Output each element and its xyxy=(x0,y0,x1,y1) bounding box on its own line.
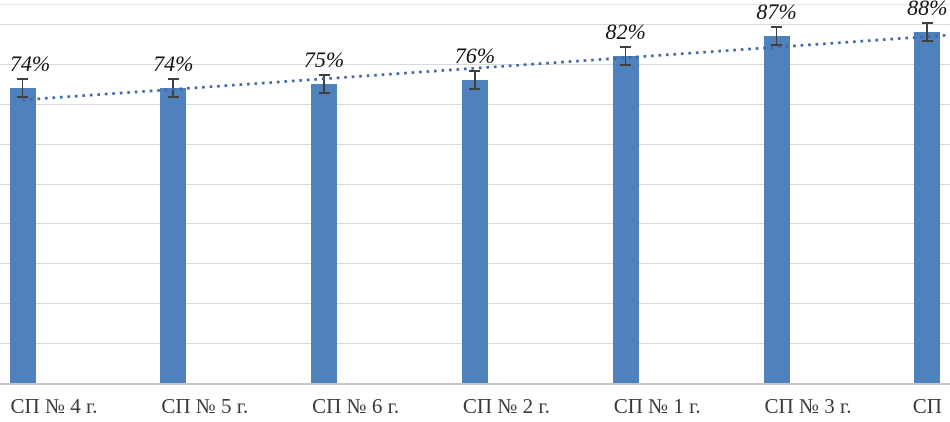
error-bar-cap-top xyxy=(17,77,28,80)
error-bar-cap-bottom xyxy=(318,92,330,95)
plot-area-top-border xyxy=(0,4,950,6)
error-bar-vline xyxy=(775,25,778,47)
bar xyxy=(914,32,941,383)
error-bar-cap-top xyxy=(469,69,481,72)
bar xyxy=(311,84,338,383)
value-label: 87% xyxy=(756,0,797,24)
error-bar xyxy=(17,77,28,99)
error-bar xyxy=(921,21,933,43)
category-label: СП № 5 г. xyxy=(161,394,249,418)
error-bar-vline xyxy=(926,21,929,43)
error-bar-cap-bottom xyxy=(17,96,28,99)
x-axis-line xyxy=(0,382,950,385)
category-label: СП xyxy=(912,394,942,418)
category-label: СП № 2 г. xyxy=(462,394,550,418)
value-label: 88% xyxy=(907,0,948,20)
bar xyxy=(461,80,488,383)
error-bar-cap-bottom xyxy=(620,64,632,67)
error-bar-cap-bottom xyxy=(921,40,933,43)
error-bar-cap-top xyxy=(921,21,933,24)
error-bar xyxy=(318,73,330,95)
value-label: 74% xyxy=(9,50,51,76)
bar xyxy=(612,56,639,383)
error-bar xyxy=(167,77,179,99)
error-bar xyxy=(620,45,632,67)
error-bar-cap-top xyxy=(620,45,632,48)
error-bar-cap-bottom xyxy=(469,88,481,91)
error-bar-cap-bottom xyxy=(167,96,179,99)
error-bar-vline xyxy=(624,45,627,67)
bar xyxy=(9,88,36,383)
error-bar-cap-top xyxy=(167,77,179,80)
bar xyxy=(160,88,187,383)
value-label: 75% xyxy=(303,46,345,72)
gridline xyxy=(0,24,950,26)
error-bar-cap-top xyxy=(771,25,782,28)
error-bar-vline xyxy=(323,73,325,95)
category-label: СП № 1 г. xyxy=(613,394,701,418)
value-label: 82% xyxy=(605,18,646,44)
category-label: СП № 6 г. xyxy=(312,394,400,418)
error-bar-cap-bottom xyxy=(771,44,782,47)
value-label: 76% xyxy=(454,42,496,68)
bar xyxy=(763,36,790,383)
error-bar-vline xyxy=(21,77,24,99)
error-bar-cap-top xyxy=(318,73,330,76)
error-bar xyxy=(771,25,782,47)
value-label: 74% xyxy=(153,50,194,76)
category-label: СП № 3 г. xyxy=(764,394,852,418)
error-bar xyxy=(469,69,481,91)
error-bar-vline xyxy=(172,77,175,99)
error-bar-vline xyxy=(474,69,476,91)
category-label: СП № 4 г. xyxy=(10,394,98,418)
